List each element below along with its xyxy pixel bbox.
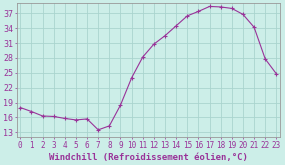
- X-axis label: Windchill (Refroidissement éolien,°C): Windchill (Refroidissement éolien,°C): [49, 152, 248, 162]
